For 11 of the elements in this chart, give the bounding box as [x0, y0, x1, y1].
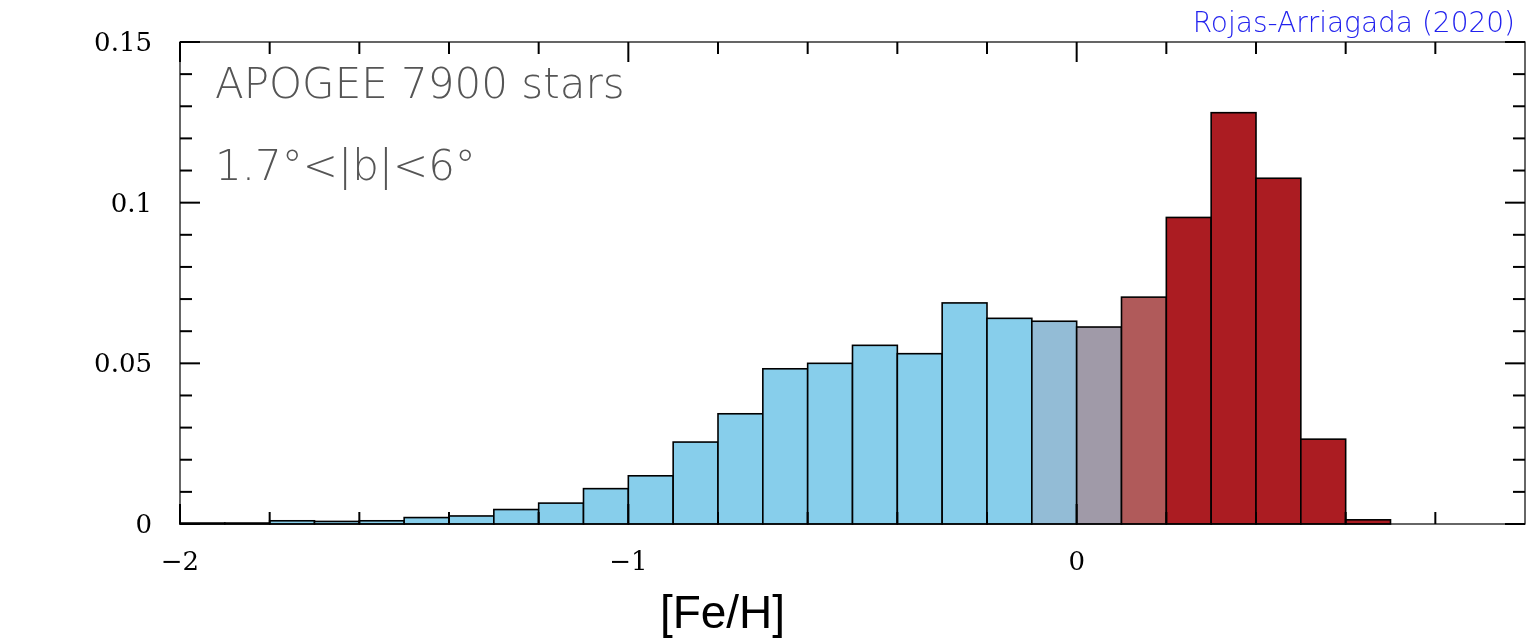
x-tick-label: −2 — [160, 546, 200, 576]
x-tick-label: −1 — [609, 546, 648, 576]
y-tick-label: 0 — [135, 509, 152, 539]
text: Rojas-Arriagada (2020) — [1192, 6, 1515, 39]
y-tick-label: 0.15 — [94, 27, 152, 57]
annotation: APOGEE 7900 stars — [215, 59, 625, 108]
x-tick-label: 0 — [1068, 546, 1085, 576]
annotation: 1.7°<|b|<6° — [215, 141, 476, 190]
y-tick-label: 0.05 — [94, 348, 152, 379]
x-axis-title: [Fe/H] — [659, 586, 786, 638]
y-tick-label: 0.1 — [110, 187, 152, 218]
